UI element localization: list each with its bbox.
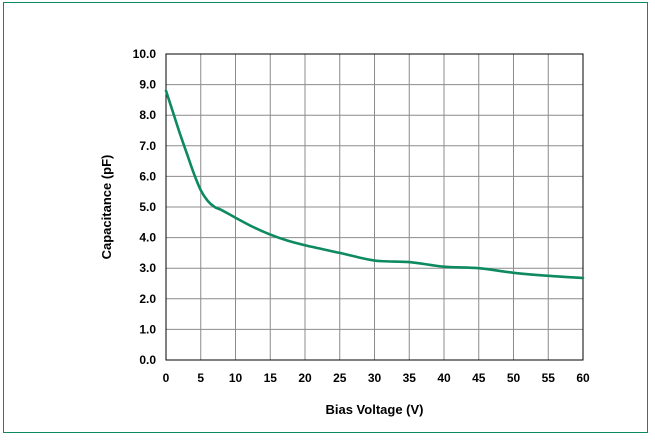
x-tick-label: 45 [472, 371, 486, 385]
y-axis-ticks: 0.0 1.0 2.0 3.0 4.0 5.0 6.0 7.0 8.0 9.0 10.0 [133, 47, 157, 367]
y-tick-label: 1.0 [139, 322, 156, 336]
y-tick-label: 0.0 [139, 353, 156, 367]
x-tick-label: 0 [163, 371, 170, 385]
y-tick-label: 4.0 [139, 231, 156, 245]
y-axis-title: Capacitance (pF) [99, 155, 114, 260]
x-tick-label: 35 [403, 371, 417, 385]
x-tick-label: 30 [368, 371, 382, 385]
x-tick-label: 5 [197, 371, 204, 385]
y-tick-label: 8.0 [139, 108, 156, 122]
x-axis-ticks: 0 5 10 15 20 25 30 35 40 45 50 55 60 [163, 371, 590, 385]
x-tick-label: 40 [437, 371, 451, 385]
y-tick-label: 9.0 [139, 78, 156, 92]
capacitance-series-line [164, 89, 585, 280]
x-tick-label: 50 [507, 371, 521, 385]
x-tick-label: 55 [542, 371, 556, 385]
chart-frame [3, 2, 648, 433]
x-tick-label: 15 [264, 371, 278, 385]
x-tick-label: 60 [576, 371, 590, 385]
plot-area [165, 53, 584, 361]
y-tick-label: 2.0 [139, 292, 156, 306]
x-tick-label: 10 [229, 371, 243, 385]
x-tick-label: 25 [333, 371, 347, 385]
y-tick-label: 5.0 [139, 200, 156, 214]
y-tick-label: 10.0 [133, 47, 157, 61]
x-tick-label: 20 [298, 371, 312, 385]
y-tick-label: 6.0 [139, 169, 156, 183]
y-tick-label: 3.0 [139, 261, 156, 275]
y-tick-label: 7.0 [139, 139, 156, 153]
x-axis-title: Bias Voltage (V) [325, 402, 423, 417]
series-layer [164, 89, 585, 280]
grid [165, 53, 584, 361]
